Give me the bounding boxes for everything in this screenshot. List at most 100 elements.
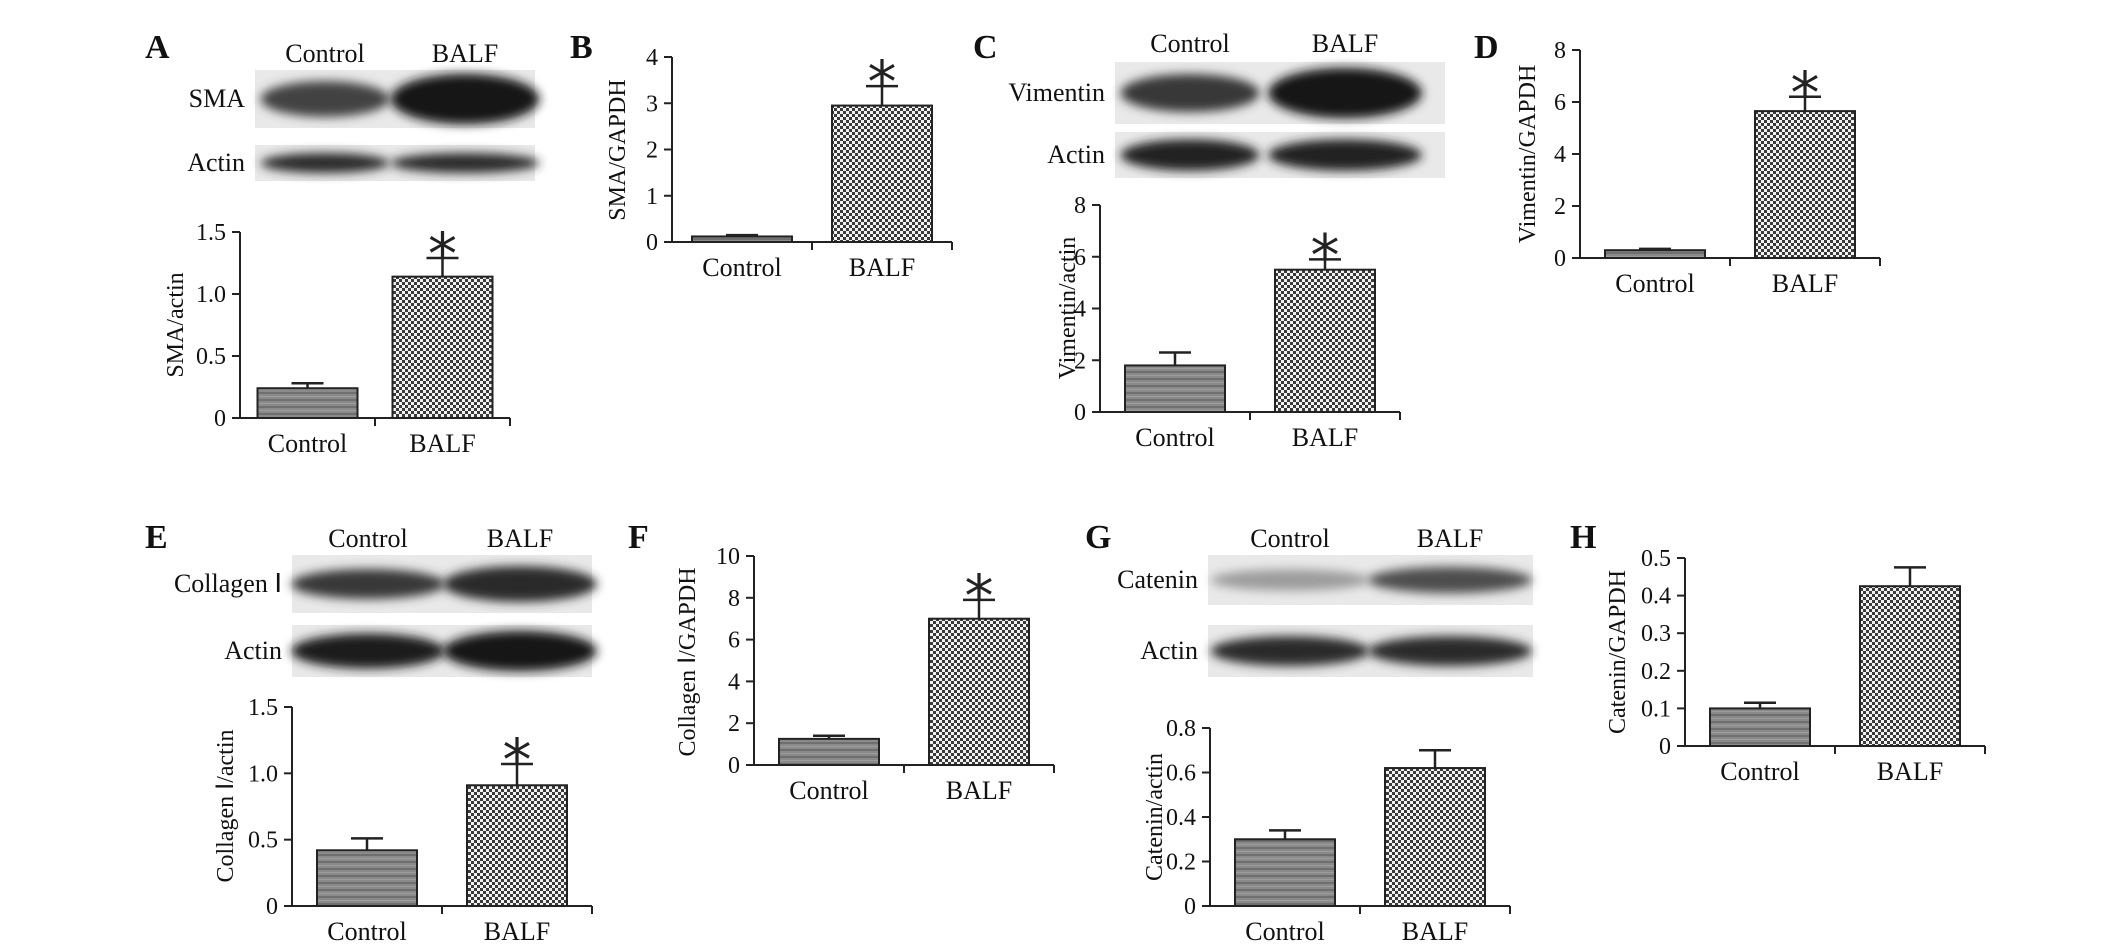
y-tick-label: 8 [728,586,740,612]
x-tick-label: Control [327,917,406,944]
blot-band [390,152,540,174]
y-tick-label: 4 [728,669,740,695]
y-axis-title: Vimentin/actin [1055,237,1081,380]
blot-band [260,81,390,117]
blot-row-label: SMA [189,84,246,113]
y-axis-title: SMA/actin [163,272,189,377]
blot-band [1368,636,1532,666]
bar-balf [1859,585,1961,748]
blot-lane-label: BALF [1417,524,1483,553]
blot-row-label: Actin [224,636,282,665]
x-tick-label: BALF [409,429,475,458]
blot-band [291,568,445,600]
y-axis-title: SMA/GAPDH [605,79,631,220]
x-tick-label: Control [789,776,868,805]
x-tick-label: Control [702,253,781,282]
y-axis-title: Catenin/GAPDH [1605,570,1631,734]
panel-letter-f: F [628,519,649,556]
panel-letter-a: A [145,29,170,66]
significance-star: * [965,562,994,630]
chart-g: 0 0.2 0.4 0.6 0.8 Control BALF Catenin/actin [1142,716,1511,944]
y-tick-label: 0 [214,406,226,432]
bar-balf [391,275,494,420]
blot-band [1268,139,1422,171]
bar-balf [831,104,933,243]
panel-letter-d: D [1474,29,1499,66]
y-tick-label: 1.0 [196,282,226,308]
y-tick-label: 1 [646,184,658,210]
blot-band [1120,73,1260,113]
y-tick-label: 2 [728,711,740,737]
y-tick-label: 1.5 [248,695,278,721]
x-tick-label: Control [1615,269,1694,298]
blot-lane-label: Control [285,39,364,68]
bar-control [778,737,880,766]
bar-control [1604,249,1706,259]
y-tick-label: 4 [1074,297,1086,323]
x-tick-label: Control [1135,423,1214,452]
blot-lane-label: BALF [1312,29,1378,58]
blot-e: Control BALF Collagen Ⅰ Actin [174,524,597,677]
y-tick-label: 8 [1554,38,1566,64]
bar-control [1234,838,1336,907]
blot-lane-label: BALF [432,39,498,68]
y-tick-label: 0.8 [1166,716,1196,742]
y-tick-label: 0.1 [1641,696,1671,722]
panel-letter-e: E [145,519,168,556]
y-tick-label: 8 [1074,193,1086,219]
significance-star: * [503,726,532,794]
y-tick-label: 2 [1554,194,1566,220]
significance-star: * [428,220,457,288]
blot-band [1120,139,1260,171]
bar-balf [1274,268,1376,413]
chart-a: 0 0.5 1.0 1.5 Control BALF * SMA/actin [163,220,511,458]
y-tick-label: 2 [1074,348,1086,374]
y-tick-label: 6 [1554,90,1566,116]
blot-row-label: Actin [1047,140,1105,169]
y-tick-label: 1.5 [196,220,226,246]
y-tick-label: 4 [1554,142,1566,168]
y-axis-title: Collagen Ⅰ/actin [213,729,239,882]
bar-charts: 0 0.5 1.0 1.5 Control BALF * SMA/actin 0 1 2 3 4 Cont… [163,38,1986,944]
blot-band [390,73,540,125]
y-tick-label: 0 [728,753,740,779]
bar-control [1709,707,1811,748]
y-tick-label: 0 [1184,894,1196,920]
bar-control [691,235,793,243]
bar-control [316,849,418,908]
y-tick-label: 0.4 [1641,584,1671,610]
blot-g: Control BALF Catenin Actin [1117,524,1533,677]
y-tick-label: 0 [1554,246,1566,272]
blot-a: Control BALF SMA Actin [187,39,540,181]
x-tick-label: BALF [484,917,550,944]
blot-row-label: Vimentin [1008,78,1105,107]
x-tick-label: BALF [1772,269,1838,298]
blot-c: Control BALF Vimentin Actin [1008,29,1445,178]
bar-balf [1384,767,1486,907]
y-axis-title: Catenin/actin [1142,753,1168,881]
y-tick-label: 10 [716,544,740,570]
panel-letter-b: B [570,29,593,66]
y-tick-label: 3 [646,91,658,117]
y-tick-label: 1.0 [248,761,278,787]
blot-band [1268,67,1422,119]
blot-lane-label: Control [1150,29,1229,58]
chart-d: 0 2 4 6 8 Control BALF * Vimentin/GAPDH [1515,38,1881,298]
chart-c: 0 2 4 6 8 Control BALF * Vimentin/actin [1055,193,1401,452]
x-tick-label: Control [1720,757,1799,786]
blot-lane-label: BALF [487,524,553,553]
y-axis-title: Vimentin/GAPDH [1515,65,1541,244]
bar-balf [928,617,1030,767]
blot-band [443,630,597,672]
bar-balf [1754,110,1856,259]
bar-balf [466,784,568,907]
x-tick-label: BALF [946,776,1012,805]
significance-star: * [868,48,897,116]
chart-f: 0 2 4 6 8 10 Control BALF * Collagen Ⅰ/GAPDH [675,544,1055,805]
y-tick-label: 0.3 [1641,621,1671,647]
y-tick-label: 0 [1074,400,1086,426]
x-tick-label: Control [268,429,347,458]
chart-e: 0 0.5 1.0 1.5 Control BALF * Collagen Ⅰ/actin [213,695,593,944]
y-tick-label: 2 [646,138,658,164]
